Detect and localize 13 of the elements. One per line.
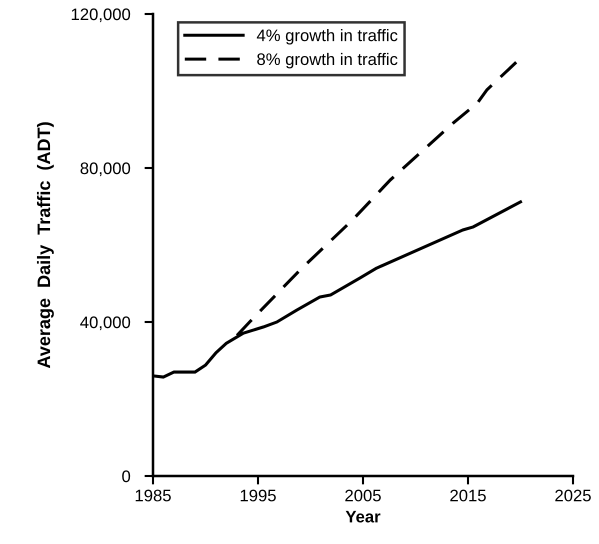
x-tick-label: 2005 [345,490,381,502]
x-tick-label: 1985 [136,490,171,502]
x-axis-title: Year [346,510,380,523]
y-axis-title: Average Daily Traffic (ADT) [36,122,54,368]
x-tick-label: 2015 [450,490,486,502]
x-tick-label: 2025 [555,490,591,502]
legend-label: 4% growth in traffic [256,29,398,45]
legend-label: 8% growth in traffic [257,52,398,68]
y-tick-label: 120,000 [72,8,130,22]
y-tick-label: 0 [122,470,130,482]
y-tick-label: 80,000 [80,162,130,176]
y-tick-label: 40,000 [80,316,130,330]
x-tick-label: 1995 [240,490,276,502]
